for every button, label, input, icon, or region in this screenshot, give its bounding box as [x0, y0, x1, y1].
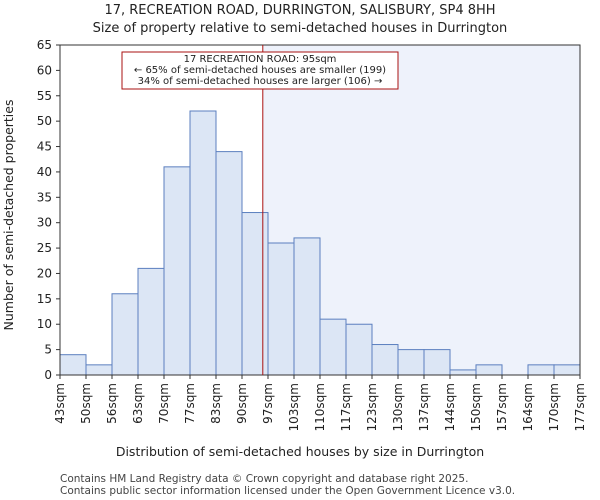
y-tick-label-50: 50 — [37, 114, 52, 128]
annotation-line-3: 34% of semi-detached houses are larger (… — [138, 76, 383, 87]
bar-110sqm — [319, 318, 347, 376]
x-tick-label-90sqm: 90sqm — [235, 383, 249, 424]
y-tick-label-35: 35 — [37, 190, 52, 204]
y-tick-label-5: 5 — [44, 343, 52, 357]
x-tick-label-137sqm: 137sqm — [417, 383, 431, 431]
y-tick-label-25: 25 — [37, 241, 52, 255]
y-tick-label-55: 55 — [37, 89, 52, 103]
bar-137sqm — [423, 349, 451, 376]
footer-copyright: Contains HM Land Registry data © Crown c… — [60, 473, 469, 485]
x-tick-label-164sqm: 164sqm — [521, 383, 535, 431]
y-tick-label-15: 15 — [37, 292, 52, 306]
histogram-chart: 17, RECREATION ROAD, DURRINGTON, SALISBU… — [1, 3, 587, 459]
annotation-box: 17 RECREATION ROAD: 95sqm ← 65% of semi-… — [121, 51, 399, 90]
bar-50sqm — [85, 364, 113, 376]
bar-97sqm — [267, 242, 295, 376]
bars — [59, 110, 581, 376]
bar-130sqm — [397, 349, 425, 376]
x-tick-label-157sqm: 157sqm — [495, 383, 509, 431]
x-tick-label-83sqm: 83sqm — [209, 383, 223, 424]
y-ticks: 0 5 10 15 20 25 30 35 40 45 50 55 60 65 — [37, 38, 60, 382]
x-tick-label-130sqm: 130sqm — [391, 383, 405, 431]
bar-77sqm — [189, 110, 217, 376]
bar-56sqm — [111, 293, 139, 376]
x-tick-label-77sqm: 77sqm — [183, 383, 197, 424]
x-tick-label-43sqm: 43sqm — [53, 383, 67, 424]
x-tick-label-63sqm: 63sqm — [131, 383, 145, 424]
bar-170sqm — [553, 364, 581, 376]
annotation-line-2: ← 65% of semi-detached houses are smalle… — [134, 65, 386, 76]
x-tick-label-70sqm: 70sqm — [157, 383, 171, 424]
bar-103sqm — [293, 237, 321, 376]
chart-subtitle: Size of property relative to semi-detach… — [93, 21, 508, 36]
bar-83sqm — [215, 151, 243, 376]
y-tick-label-30: 30 — [37, 216, 52, 230]
bar-70sqm — [163, 166, 191, 376]
bar-43sqm — [59, 354, 87, 376]
bar-117sqm — [345, 323, 373, 376]
y-tick-label-60: 60 — [37, 63, 52, 77]
x-tick-label-97sqm: 97sqm — [261, 383, 275, 424]
x-tick-label-56sqm: 56sqm — [105, 383, 119, 424]
bar-90sqm — [241, 212, 269, 376]
x-tick-label-117sqm: 117sqm — [339, 383, 353, 431]
y-tick-label-40: 40 — [37, 165, 52, 179]
bar-144sqm — [449, 369, 477, 376]
y-tick-label-65: 65 — [37, 38, 52, 52]
x-tick-label-50sqm: 50sqm — [79, 383, 93, 424]
bar-123sqm — [371, 344, 399, 376]
x-tick-label-177sqm: 177sqm — [573, 383, 587, 431]
y-tick-label-45: 45 — [37, 140, 52, 154]
footer-licence: Contains public sector information licen… — [60, 485, 516, 497]
chart-title: 17, RECREATION ROAD, DURRINGTON, SALISBU… — [104, 3, 495, 18]
y-axis-label: Number of semi-detached properties — [1, 100, 16, 331]
x-tick-label-170sqm: 170sqm — [547, 383, 561, 431]
bar-164sqm — [527, 364, 555, 376]
y-tick-label-10: 10 — [37, 317, 52, 331]
bar-63sqm — [137, 267, 165, 376]
x-tick-label-123sqm: 123sqm — [365, 383, 379, 431]
x-tick-label-144sqm: 144sqm — [443, 383, 457, 431]
bar-150sqm — [475, 364, 503, 376]
x-tick-label-150sqm: 150sqm — [469, 383, 483, 431]
y-tick-label-0: 0 — [44, 368, 52, 382]
y-tick-label-20: 20 — [37, 266, 52, 280]
x-tick-label-110sqm: 110sqm — [313, 383, 327, 431]
x-axis-label: Distribution of semi-detached houses by … — [116, 444, 484, 459]
annotation-line-1: 17 RECREATION ROAD: 95sqm — [184, 54, 337, 65]
x-ticks: 43sqm 50sqm 56sqm 63sqm 70sqm 77sqm 83sqm 90sqm… — [53, 375, 587, 431]
x-tick-label-103sqm: 103sqm — [287, 383, 301, 431]
